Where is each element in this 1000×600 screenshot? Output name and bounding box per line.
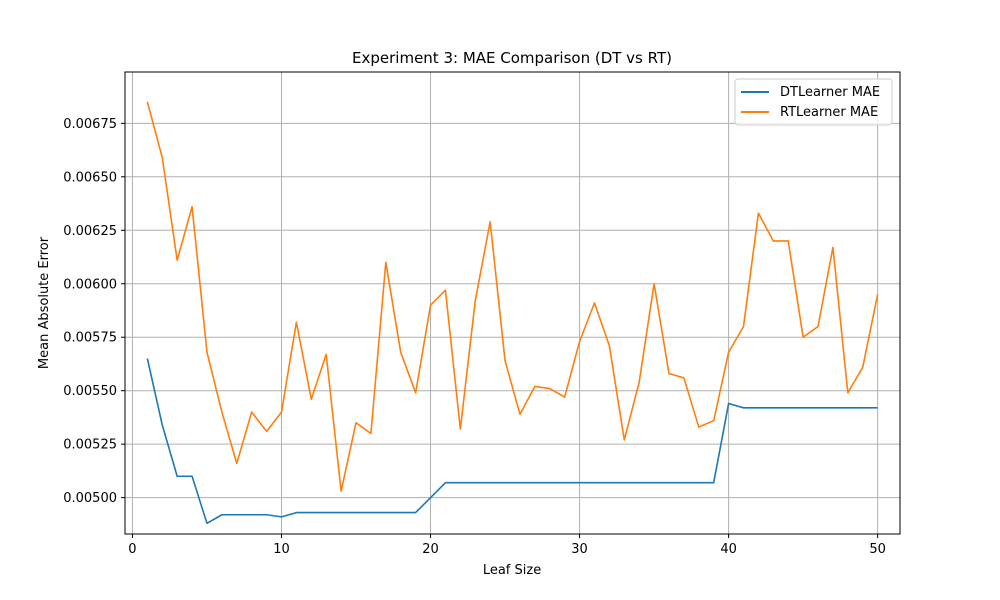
legend-label-rtlearner: RTLearner MAE: [780, 105, 878, 120]
legend: DTLearner MAE RTLearner MAE: [734, 78, 893, 126]
y-axis-label: Mean Absolute Error: [37, 236, 52, 369]
x-tick-label: 0: [128, 542, 136, 557]
y-tick-label: 0.00550: [63, 384, 117, 399]
x-tick-label: 40: [720, 542, 737, 557]
x-tick-label: 10: [273, 542, 290, 557]
y-tick-label: 0.00500: [63, 491, 117, 506]
plot-frame: [124, 71, 901, 535]
legend-box: [734, 78, 893, 126]
grid: [125, 72, 900, 534]
x-axis-label: Leaf Size: [483, 563, 541, 578]
y-tick-label: 0.00625: [63, 224, 117, 239]
series-line-dtlearner-mae: [146, 358, 878, 525]
series-lines: [146, 101, 879, 525]
legend-label-dtlearner: DTLearner MAE: [780, 85, 880, 100]
y-tick-label: 0.00575: [63, 331, 117, 346]
x-tick-label: 50: [869, 542, 886, 557]
y-tick-label: 0.00600: [63, 277, 117, 292]
y-tick-label: 0.00650: [63, 170, 117, 185]
axis-ticks: 0 10 20 30 40 50 0.00500 0.00525 0.00550 0.00575 0…: [63, 117, 886, 557]
x-tick-label: 20: [422, 542, 439, 557]
y-tick-label: 0.00525: [63, 438, 117, 453]
y-tick-label: 0.00675: [63, 117, 117, 132]
x-tick-label: 30: [571, 542, 588, 557]
series-line-rtlearner-mae: [146, 101, 879, 493]
chart-title: Experiment 3: MAE Comparison (DT vs RT): [352, 49, 672, 67]
